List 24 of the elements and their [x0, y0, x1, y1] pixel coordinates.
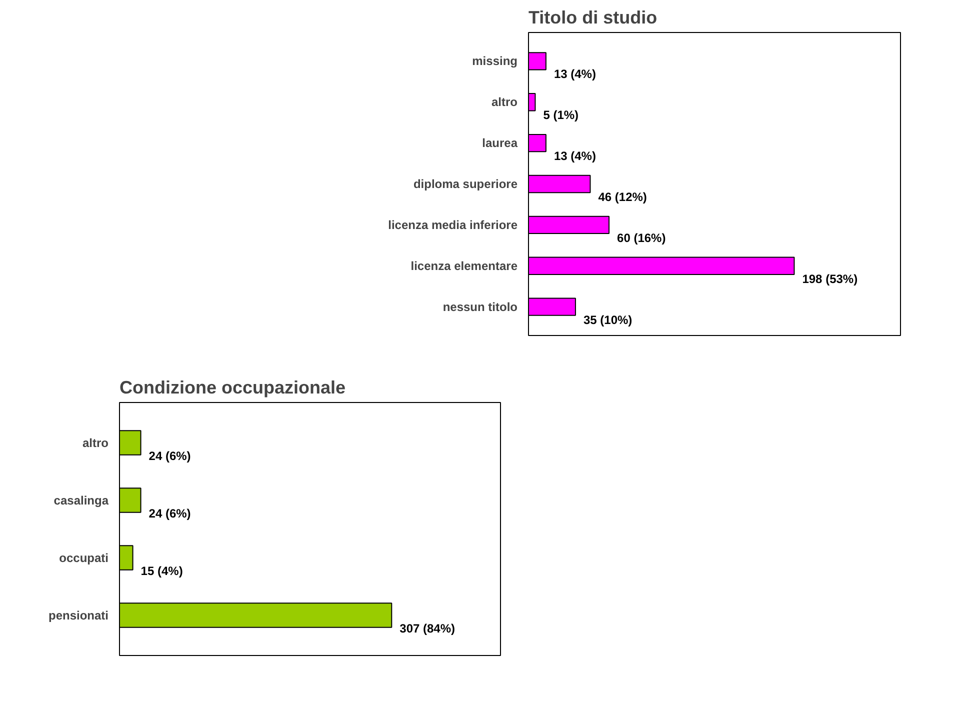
data-label: 24 (6%): [148, 448, 191, 463]
data-label: 5 (1%): [543, 108, 579, 122]
chart-title: Titolo di studio: [528, 8, 658, 28]
y-tick-label: licenza media inferiore: [388, 218, 518, 232]
y-tick-label: occupati: [59, 550, 108, 565]
chart-title: Condizione occupazionale: [120, 378, 346, 398]
y-tick-label: pensionati: [48, 608, 109, 622]
y-tick-label: altro: [82, 436, 109, 450]
y-tick-label: missing: [472, 54, 518, 68]
data-label: 24 (6%): [148, 506, 191, 520]
data-label: 13 (4%): [554, 67, 596, 82]
y-tick-label: nessun titolo: [442, 300, 518, 314]
y-tick-label: laurea: [482, 136, 518, 150]
data-label: 198 (53%): [802, 272, 858, 286]
y-tick-label: diploma superiore: [413, 177, 518, 191]
data-label: 35 (10%): [583, 312, 632, 327]
data-label: 13 (4%): [554, 149, 596, 164]
y-tick-label: altro: [491, 95, 518, 110]
y-tick-label: casalinga: [54, 493, 109, 508]
data-label: 15 (4%): [140, 564, 183, 578]
data-label: 60 (16%): [617, 230, 666, 245]
y-tick-label: licenza elementare: [410, 258, 518, 273]
data-label: 307 (84%): [400, 621, 456, 636]
data-label: 46 (12%): [598, 190, 647, 204]
